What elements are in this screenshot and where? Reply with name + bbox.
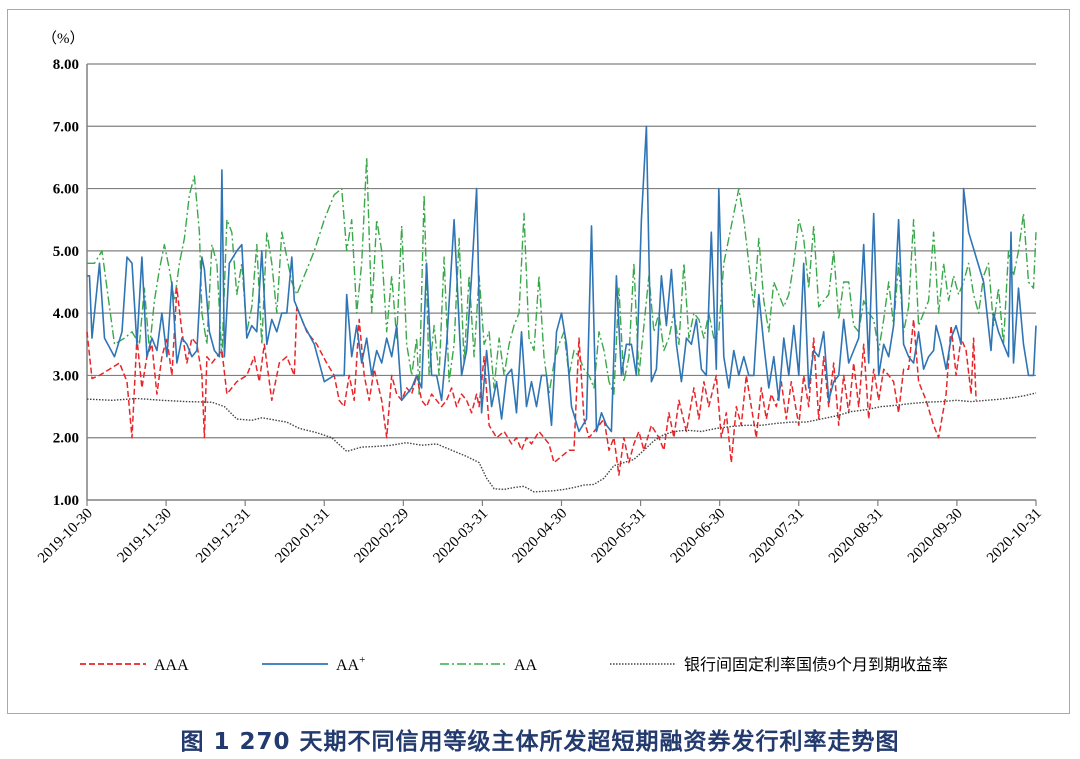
x-tick-label: 2020-09-30 (905, 506, 966, 567)
x-tick-label: 2019-10-30 (35, 506, 96, 567)
x-tick-label: 2019-11-30 (114, 506, 174, 566)
legend-label-3: 银行间固定利率国债9个月到期收益率 (684, 656, 948, 674)
y-tick-label: 3.00 (53, 368, 79, 384)
x-tick-label: 2020-10-31 (984, 506, 1045, 567)
x-tick-label: 2020-06-30 (668, 506, 729, 567)
y-tick-label: 5.00 (53, 244, 79, 260)
x-tick-label: 2020-04-30 (510, 506, 571, 567)
rate-trend-chart: 1.00 2.00 3.00 4.00 5.00 6.00 7.00 8.00 2019-10-… (35, 30, 1045, 674)
legend: AAA AA+ AA 银行间固定利率国债9个月到期收益率 (80, 654, 948, 674)
x-tick-label: 2020-07-31 (747, 506, 808, 567)
tick-labels: 1.00 2.00 3.00 4.00 5.00 6.00 7.00 8.00 2019-10-… (35, 57, 1045, 566)
y-tick-label: 4.00 (53, 306, 79, 322)
x-tick-label: 2020-02-29 (351, 506, 412, 567)
axes (86, 64, 1037, 506)
y-tick-label: 8.00 (53, 57, 79, 73)
y-tick-label: 6.00 (53, 182, 79, 198)
grid-lines (87, 63, 1036, 439)
y-unit-label: （%） (42, 30, 85, 47)
x-tick-label: 2020-03-31 (430, 506, 491, 567)
legend-label-1: AA+ (336, 654, 365, 674)
series-line-1 (87, 125, 1037, 433)
legend-label-2: AA (514, 657, 538, 674)
legend-label-sup: + (359, 654, 365, 666)
series-lines (86, 125, 1037, 493)
series-line-0 (86, 287, 977, 476)
y-tick-label: 7.00 (53, 119, 79, 135)
x-tick-label: 2019-12-31 (193, 506, 254, 567)
x-tick-label: 2020-05-31 (589, 506, 650, 567)
x-tick-label: 2020-01-31 (272, 506, 333, 567)
legend-label-0: AAA (154, 657, 189, 674)
figure-caption: 图 1 270 天期不同信用等级主体所发超短期融资券发行利率走势图 (180, 729, 900, 755)
y-tick-label: 2.00 (53, 431, 79, 447)
y-tick-label: 1.00 (53, 493, 79, 509)
x-tick-label: 2020-08-31 (826, 506, 887, 567)
series-line-3 (86, 392, 1037, 493)
